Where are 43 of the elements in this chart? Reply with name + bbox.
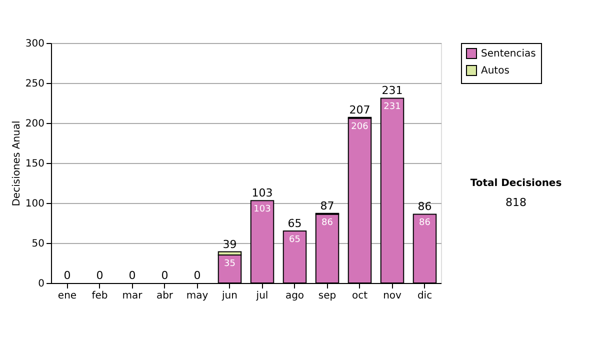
text: Total Decisiones — [470, 178, 562, 189]
total-label: 0 — [194, 269, 201, 282]
total-label: 39 — [222, 238, 237, 251]
data-label: 65 — [289, 235, 300, 245]
total-label: 65 — [288, 217, 302, 230]
x-tick-label: oct — [352, 290, 368, 302]
x-tick-label: jun — [221, 290, 238, 302]
y-tick-label: 250 — [25, 78, 44, 90]
y-tick-label: 200 — [25, 118, 44, 130]
total-label: 0 — [96, 269, 104, 282]
y-tick-label: 0 — [38, 278, 44, 290]
y-tick-label: 100 — [25, 198, 44, 210]
y-tick-label: 300 — [25, 38, 44, 50]
data-label: 231 — [384, 102, 401, 112]
x-tick-label: may — [186, 290, 208, 302]
total-label: 231 — [382, 84, 403, 98]
x-tick-label: jul — [255, 290, 268, 302]
y-tick-label: 150 — [25, 158, 44, 170]
x-tick-label: nov — [383, 290, 402, 302]
y-axis-title: Decisiones Anual — [11, 120, 22, 206]
x-tick-label: ene — [58, 290, 77, 302]
total-label: 0 — [161, 269, 168, 282]
x-tick-label: abr — [156, 290, 174, 302]
data-label: 86 — [322, 218, 334, 228]
data-label: 35 — [224, 259, 236, 269]
x-tick-label: feb — [92, 290, 108, 302]
data-label: 86 — [419, 218, 431, 228]
total-label: 86 — [418, 200, 432, 214]
legend-label: Sentencias — [481, 48, 536, 60]
total-label: 103 — [252, 186, 273, 200]
x-tick-label: sep — [318, 290, 336, 302]
total-label: 0 — [64, 269, 71, 282]
total-label: 207 — [349, 103, 370, 116]
total-label: 0 — [128, 269, 136, 282]
y-tick-label: 50 — [32, 238, 44, 250]
x-tick-label: mar — [122, 290, 144, 302]
total-label: 87 — [320, 199, 334, 212]
text: 818 — [506, 196, 526, 209]
x-tick-label: ago — [285, 290, 304, 302]
data-label: 103 — [254, 204, 271, 215]
legend-label: Autos — [481, 66, 510, 76]
data-label: 206 — [351, 122, 369, 132]
x-tick-label: dic — [417, 290, 432, 302]
